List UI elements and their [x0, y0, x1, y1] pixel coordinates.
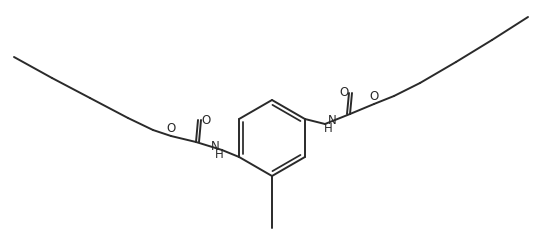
- Text: H: H: [215, 148, 223, 160]
- Text: O: O: [202, 114, 211, 126]
- Text: H: H: [324, 122, 332, 134]
- Text: N: N: [327, 114, 337, 126]
- Text: N: N: [211, 140, 220, 152]
- Text: O: O: [166, 122, 176, 136]
- Text: O: O: [339, 86, 349, 100]
- Text: O: O: [370, 90, 379, 104]
